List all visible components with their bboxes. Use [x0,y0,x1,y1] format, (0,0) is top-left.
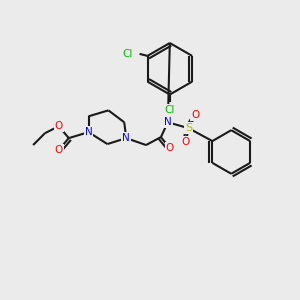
Text: O: O [55,121,63,131]
Text: O: O [191,110,200,120]
Text: O: O [182,137,190,147]
Text: N: N [164,117,172,127]
Text: N: N [122,133,130,143]
Text: O: O [166,143,174,153]
Text: S: S [185,123,192,133]
Text: O: O [55,145,63,155]
Text: Cl: Cl [165,105,175,116]
Text: Cl: Cl [122,49,133,59]
Text: N: N [85,127,92,137]
